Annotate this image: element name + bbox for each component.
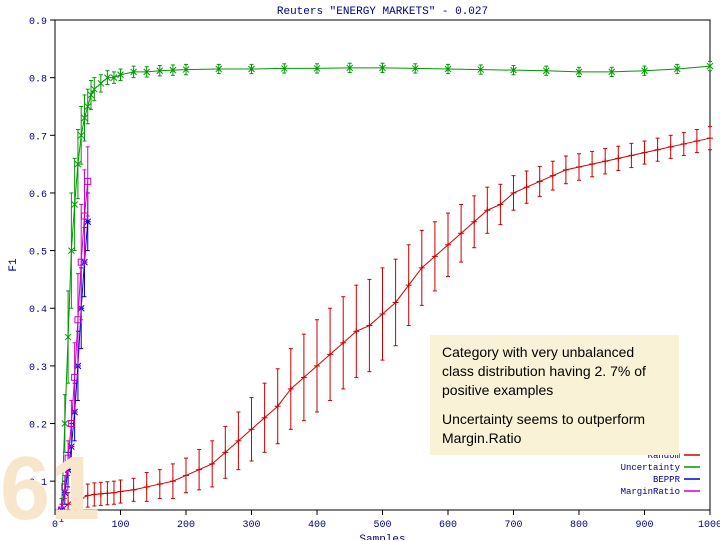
svg-text:300: 300 — [242, 520, 260, 531]
svg-text:0.9: 0.9 — [29, 17, 47, 28]
annotation-text-1: Category with very unbalanced class dist… — [442, 343, 667, 400]
svg-text:800: 800 — [570, 520, 588, 531]
svg-text:0.4: 0.4 — [29, 305, 47, 316]
svg-text:0.5: 0.5 — [29, 248, 47, 259]
svg-text:Reuters "ENERGY MARKETS" - 0.0: Reuters "ENERGY MARKETS" - 0.027 — [277, 6, 488, 18]
svg-text:MarginRatio: MarginRatio — [621, 487, 680, 497]
svg-text:1000: 1000 — [698, 520, 720, 531]
svg-text:0.2: 0.2 — [29, 421, 47, 432]
svg-text:200: 200 — [177, 520, 195, 531]
svg-text:500: 500 — [373, 520, 391, 531]
svg-text:Samples: Samples — [359, 534, 405, 540]
svg-text:900: 900 — [635, 520, 653, 531]
annotation-text-2: Uncertainty seems to outperform Margin.R… — [442, 410, 667, 448]
svg-text:F1: F1 — [8, 258, 20, 272]
line-error-chart: Reuters "ENERGY MARKETS" - 0.027 0 100 200 3… — [0, 0, 720, 540]
svg-text:0.7: 0.7 — [29, 132, 47, 143]
svg-text:Uncertainty: Uncertainty — [621, 463, 681, 473]
svg-text:0.3: 0.3 — [29, 363, 47, 374]
svg-text:100: 100 — [111, 520, 129, 531]
annotation-callout: Category with very unbalanced class dist… — [430, 335, 679, 455]
svg-text:0.6: 0.6 — [29, 190, 47, 201]
svg-text:0.8: 0.8 — [29, 75, 47, 86]
svg-text:0: 0 — [52, 520, 58, 531]
svg-text:BEPPR: BEPPR — [653, 475, 681, 485]
svg-text:700: 700 — [504, 520, 522, 531]
svg-text:0.1: 0.1 — [29, 478, 47, 489]
svg-text:600: 600 — [439, 520, 457, 531]
svg-text:400: 400 — [308, 520, 326, 531]
